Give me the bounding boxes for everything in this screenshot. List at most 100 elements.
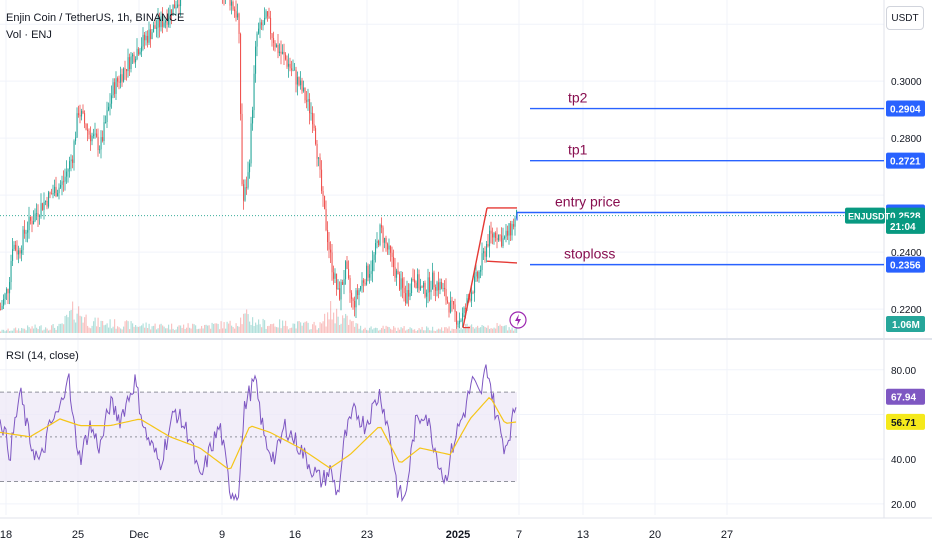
volume-bar — [445, 327, 447, 333]
volume-bar — [162, 325, 164, 333]
candle-body — [49, 192, 51, 194]
candle — [289, 57, 291, 72]
candle — [445, 278, 447, 305]
volume-bar — [258, 319, 260, 333]
candle-body — [262, 24, 264, 26]
candle — [298, 76, 300, 87]
candle — [330, 241, 332, 263]
candle-body — [423, 282, 425, 288]
volume-bar — [237, 326, 239, 333]
candle-body — [436, 282, 438, 291]
candle-body — [21, 250, 23, 254]
candle-body — [433, 272, 435, 288]
candle-body — [127, 57, 129, 72]
volume-bar — [373, 328, 375, 333]
candle — [58, 183, 60, 200]
candle-body — [72, 159, 74, 163]
volume-bar — [219, 329, 221, 333]
volume-bar — [516, 326, 518, 333]
candle — [312, 106, 314, 134]
volume-bar — [244, 313, 246, 333]
rsi-tick-label: 80.00 — [891, 366, 916, 377]
volume-bar — [327, 312, 329, 333]
volume-bar — [79, 315, 81, 333]
volume-bar — [3, 329, 5, 333]
candle — [307, 88, 309, 111]
volume-bar — [432, 326, 434, 333]
candle — [166, 9, 168, 32]
volume-bar — [103, 325, 105, 333]
volume-bar — [148, 323, 150, 333]
candle-body — [156, 27, 158, 29]
volume-bar — [105, 324, 107, 333]
candle — [109, 93, 111, 116]
volume-bar — [372, 329, 374, 333]
candle — [79, 104, 81, 124]
candle-body — [508, 223, 510, 236]
volume-bar — [216, 323, 218, 333]
candle-body — [120, 74, 122, 83]
candle-body — [9, 282, 11, 294]
candle-body — [403, 287, 405, 294]
rsi-tick-label: 40.00 — [891, 455, 916, 466]
volume-bar — [222, 328, 224, 333]
candle — [24, 220, 26, 239]
drawing-layer: tp2 tp1 entry price stoploss — [462, 90, 884, 329]
candle-body — [37, 213, 39, 217]
candle — [240, 32, 242, 121]
volume-bar — [261, 327, 263, 333]
volume-bar — [393, 326, 395, 333]
volume-bar — [82, 322, 84, 333]
candle-body — [421, 286, 423, 288]
volume-bar — [46, 328, 48, 333]
time-tick-label: 7 — [516, 529, 522, 541]
candle — [27, 221, 29, 243]
rsi-badge-bg — [886, 413, 925, 430]
candle-body — [363, 280, 365, 283]
candle — [267, 10, 269, 22]
candle — [163, 15, 165, 28]
volume-bar — [504, 325, 506, 333]
candle-body — [121, 74, 123, 82]
candle-body — [81, 110, 83, 117]
candle-body — [477, 272, 479, 279]
volume-bar — [24, 328, 26, 333]
currency-button[interactable]: USDT — [886, 6, 924, 30]
candle — [99, 145, 101, 154]
candle-body — [25, 232, 27, 234]
candle-body — [486, 244, 488, 257]
candle — [135, 56, 137, 68]
candle — [403, 277, 405, 302]
candle-body — [313, 124, 315, 129]
candle — [273, 31, 275, 51]
candle — [322, 186, 324, 207]
candle-body — [472, 292, 474, 294]
candle — [4, 292, 6, 305]
volume-bar — [58, 323, 60, 333]
volume-bar — [457, 325, 459, 333]
rsi-indicator-label[interactable]: RSI (14, close) — [6, 350, 79, 362]
candle — [276, 43, 278, 48]
candle-body — [13, 244, 15, 250]
candle — [376, 232, 378, 249]
candle — [91, 132, 93, 146]
volume-bar — [342, 315, 344, 333]
volume-bar — [324, 313, 326, 333]
volume-bar — [171, 323, 173, 333]
candle-body — [399, 274, 401, 290]
candle-body — [145, 35, 147, 41]
candle-body — [426, 292, 428, 297]
candle — [117, 76, 119, 88]
volume-bar — [358, 328, 360, 333]
candle-body — [172, 4, 174, 16]
candle — [405, 285, 407, 306]
candle — [262, 20, 264, 31]
candle — [501, 227, 503, 248]
candle-body — [241, 113, 243, 185]
volume-indicator-label[interactable]: Vol · ENJ — [6, 29, 52, 41]
candle — [100, 130, 102, 159]
candle-layer — [0, 0, 518, 329]
volume-bar — [481, 325, 483, 333]
volume-bar — [513, 330, 515, 333]
